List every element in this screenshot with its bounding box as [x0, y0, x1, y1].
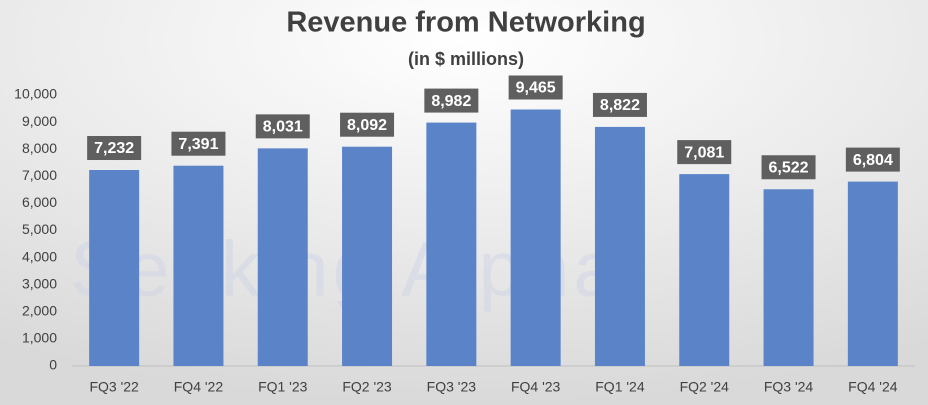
- x-tick-label: FQ3 '24: [764, 379, 814, 395]
- value-label: 8,982: [431, 93, 471, 110]
- value-label-box: [87, 136, 142, 161]
- x-tick-label: FQ4 '22: [174, 379, 224, 395]
- y-tick-label: 1,000: [22, 330, 57, 346]
- bar: [257, 148, 308, 366]
- value-label-box: [424, 88, 479, 113]
- value-label: 7,081: [684, 144, 724, 161]
- value-label: 8,822: [600, 97, 640, 114]
- x-tick-label: FQ3 '23: [427, 379, 477, 395]
- value-label-box: [171, 131, 226, 156]
- bar: [173, 165, 224, 366]
- value-label-box: [677, 140, 732, 165]
- x-tick-label: FQ2 '24: [680, 379, 730, 395]
- y-tick-label: 10,000: [14, 86, 57, 102]
- x-tick-label: FQ2 '23: [342, 379, 392, 395]
- bar: [510, 109, 561, 366]
- bar: [763, 189, 814, 366]
- bar: [342, 146, 393, 366]
- x-tick-label: FQ4 '23: [511, 379, 561, 395]
- value-label-box: [508, 75, 563, 100]
- bar: [426, 122, 477, 366]
- value-label-box: [255, 114, 310, 139]
- y-tick-label: 3,000: [22, 275, 57, 291]
- y-tick-label: 8,000: [22, 140, 57, 156]
- y-tick-label: 9,000: [22, 113, 57, 129]
- value-label-box: [592, 92, 647, 117]
- x-tick-label: FQ1 '24: [595, 379, 645, 395]
- y-tick-label: 7,000: [22, 167, 57, 183]
- x-tick-label: FQ3 '22: [89, 379, 139, 395]
- y-tick-label: 4,000: [22, 248, 57, 264]
- value-label-box: [761, 155, 816, 180]
- bar: [89, 170, 140, 366]
- y-tick-label: 0: [49, 357, 57, 373]
- x-tick-label: FQ4 '24: [848, 379, 898, 395]
- bar: [847, 181, 898, 366]
- value-label-box: [845, 147, 900, 172]
- value-label: 6,804: [853, 152, 893, 169]
- value-label: 9,465: [516, 80, 556, 97]
- value-label: 6,522: [769, 159, 809, 176]
- chart-title: Revenue from Networking: [286, 7, 645, 39]
- bar: [594, 126, 645, 366]
- value-label-box: [340, 112, 395, 137]
- y-tick-label: 6,000: [22, 194, 57, 210]
- value-label: 8,092: [347, 117, 387, 134]
- chart-subtitle: (in $ millions): [408, 49, 524, 69]
- x-tick-label: FQ1 '23: [258, 379, 308, 395]
- value-label: 8,031: [263, 119, 303, 136]
- bar: [679, 174, 730, 366]
- value-label: 7,232: [94, 140, 134, 157]
- y-tick-label: 2,000: [22, 303, 57, 319]
- y-tick-label: 5,000: [22, 221, 57, 237]
- value-label: 7,391: [178, 136, 218, 153]
